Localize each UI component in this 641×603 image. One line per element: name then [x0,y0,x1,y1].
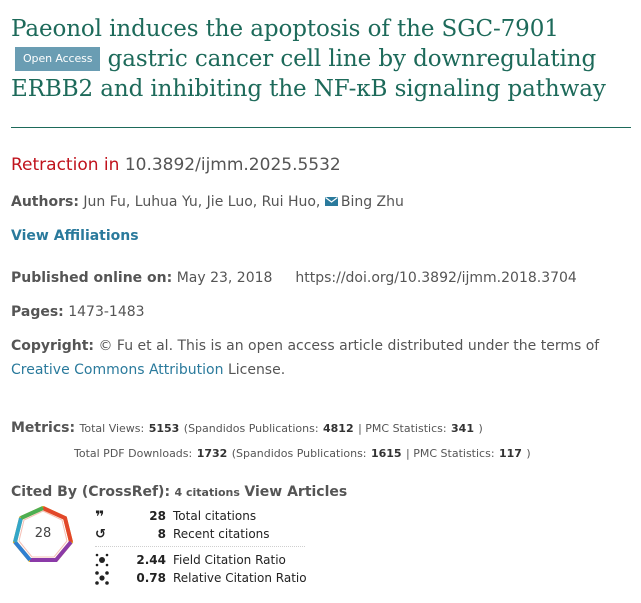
views-pmc-label: | PMC Statistics: [358,422,447,435]
dimensions-badge-icon [12,505,74,562]
article-title-text-cont: gastric cancer cell line by downregulati… [11,46,606,102]
authors-row: Authors: Jun Fu, Luhua Yu, Jie Luo, Rui … [11,192,404,212]
stat-relative-ratio: 0.78 Relative Citation Ratio [95,569,307,587]
pages-value: 1473-1483 [68,304,145,320]
cited-by-label: Cited By (CrossRef): [11,484,171,500]
published-label: Published online on: [11,270,173,286]
copyright-text: © Fu et al. This is an open access artic… [98,338,600,354]
pdf-pmc-value: 117 [499,447,522,460]
metrics-label: Metrics: [11,420,76,436]
published-row: Published online on: May 23, 2018 https:… [11,268,577,288]
view-affiliations-link[interactable]: View Affiliations [11,228,139,244]
published-date: May 23, 2018 [176,270,273,286]
citation-stats: ❞ 28 Total citations ↺ 8 Recent citation… [95,507,307,587]
retraction-doi-link[interactable]: 10.3892/ijmm.2025.5532 [124,155,341,175]
retraction-label: Retraction in [11,155,120,175]
views-spandidos-value: 4812 [322,422,354,435]
affiliations-row: View Affiliations [11,226,139,246]
article-title: Paeonol induces the apoptosis of the SGC… [11,14,636,104]
cited-by-row: Cited By (CrossRef): 4 citations View Ar… [11,482,347,503]
pages-label: Pages: [11,304,64,320]
field-ratio-icon [95,552,117,568]
total-views-label: Total Views: [79,422,145,435]
pages-row: Pages: 1473-1483 [11,302,145,322]
article-title-text: Paeonol induces the apoptosis of the SGC… [11,16,559,42]
license-suffix: License. [227,362,286,378]
authors-list[interactable]: Jun Fu, Luhua Yu, Jie Luo, Rui Huo, [83,194,321,210]
citation-count: 4 citations [174,486,240,499]
pdf-pmc-label: | PMC Statistics: [406,447,495,460]
pdf-downloads-value: 1732 [196,447,228,460]
stats-divider [95,546,305,547]
views-close: ) [478,422,483,435]
quote-icon: ❞ [95,506,105,526]
stat-field-ratio: 2.44 Field Citation Ratio [95,551,307,569]
stat-recent-citations: ↺ 8 Recent citations [95,526,270,542]
views-pmc-value: 341 [451,422,474,435]
pdf-spandidos-value: 1615 [370,447,402,460]
copyright-label: Copyright: [11,338,95,354]
doi-link[interactable]: https://doi.org/10.3892/ijmm.2018.3704 [295,270,577,286]
pdf-downloads-label: Total PDF Downloads: [74,447,193,460]
envelope-icon[interactable] [324,197,338,206]
retraction-notice: Retraction in 10.3892/ijmm.2025.5532 [11,153,341,177]
views-spandidos-label: (Spandidos Publications: [183,422,319,435]
copyright-row: Copyright: © Fu et al. This is an open a… [11,336,631,380]
history-icon: ↺ [95,526,106,542]
corresponding-author[interactable]: Bing Zhu [340,194,404,210]
view-articles-link[interactable]: View Articles [244,484,348,500]
title-divider [11,127,631,128]
relative-ratio-icon [95,570,117,586]
license-link[interactable]: Creative Commons Attribution [11,362,224,378]
stat-total-citations: ❞ 28 Total citations [95,506,257,526]
open-access-badge: Open Access [15,47,101,71]
dimensions-badge[interactable]: 28 [11,505,75,566]
pdf-spandidos-label: (Spandidos Publications: [231,447,367,460]
metrics-block: Metrics: Total Views: 5153 (Spandidos Pu… [11,418,531,464]
pdf-close: ) [526,447,531,460]
authors-label: Authors: [11,194,79,210]
total-views-value: 5153 [148,422,180,435]
dimensions-badge-value: 28 [34,526,52,541]
